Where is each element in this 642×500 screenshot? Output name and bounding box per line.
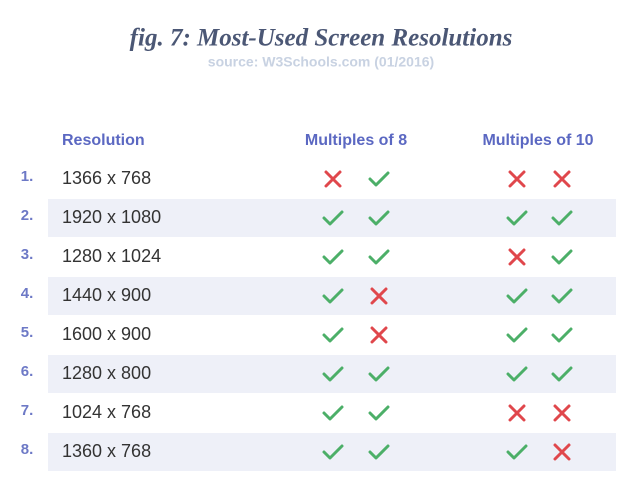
check-stroke [322, 366, 344, 382]
cross-stroke [508, 170, 526, 188]
check-stroke [368, 444, 390, 460]
check-stroke [368, 405, 390, 421]
resolution: 1366 x 768 [62, 168, 151, 188]
resolution: 1024 x 768 [62, 402, 151, 422]
check-icon [551, 249, 573, 265]
cross-stroke [508, 248, 526, 266]
check-icon [368, 366, 390, 382]
resolution: 1440 x 900 [62, 285, 151, 305]
rank: 1. [21, 168, 34, 185]
check-icon [368, 210, 390, 226]
cross-icon [370, 326, 388, 344]
check-icon [322, 210, 344, 226]
title: fig. 7: Most-Used Screen Resolutions [130, 25, 513, 52]
rank: 2. [21, 207, 34, 224]
check-stroke [506, 288, 528, 304]
check-icon [551, 210, 573, 226]
cross-icon [508, 170, 526, 188]
column-header: Multiples of 10 [482, 132, 593, 149]
check-icon [551, 327, 573, 343]
check-stroke [322, 288, 344, 304]
cross-stroke [324, 170, 342, 188]
rank: 5. [21, 324, 34, 341]
cross-stroke [553, 443, 571, 461]
source: source: W3Schools.com (01/2016) [208, 54, 434, 70]
check-icon [368, 405, 390, 421]
rank: 4. [21, 285, 34, 302]
check-stroke [322, 210, 344, 226]
cross-icon [553, 404, 571, 422]
check-stroke [551, 327, 573, 343]
check-icon [506, 327, 528, 343]
check-icon [506, 288, 528, 304]
check-stroke [551, 288, 573, 304]
check-stroke [368, 249, 390, 265]
check-stroke [551, 210, 573, 226]
check-stroke [322, 444, 344, 460]
cross-stroke [553, 170, 571, 188]
check-icon [368, 171, 390, 187]
cross-icon [508, 404, 526, 422]
rank: 3. [21, 246, 34, 263]
check-icon [506, 366, 528, 382]
column-header: Multiples of 8 [305, 132, 407, 149]
check-stroke [506, 444, 528, 460]
rank: 6. [21, 363, 34, 380]
check-icon [551, 288, 573, 304]
resolution: 1920 x 1080 [62, 207, 161, 227]
cross-icon [553, 443, 571, 461]
resolution: 1280 x 1024 [62, 246, 161, 266]
rank: 8. [21, 441, 34, 458]
check-icon [322, 249, 344, 265]
check-stroke [368, 171, 390, 187]
check-stroke [322, 249, 344, 265]
cross-stroke [553, 404, 571, 422]
check-stroke [506, 327, 528, 343]
check-icon [322, 327, 344, 343]
cross-icon [370, 287, 388, 305]
cross-stroke [370, 326, 388, 344]
cross-icon [324, 170, 342, 188]
check-icon [506, 444, 528, 460]
check-stroke [322, 405, 344, 421]
resolution: 1280 x 800 [62, 363, 151, 383]
check-stroke [322, 327, 344, 343]
cross-stroke [370, 287, 388, 305]
check-stroke [368, 366, 390, 382]
check-icon [551, 366, 573, 382]
resolution: 1600 x 900 [62, 324, 151, 344]
check-stroke [551, 366, 573, 382]
column-header: Resolution [62, 132, 145, 149]
check-stroke [506, 210, 528, 226]
check-icon [322, 366, 344, 382]
check-icon [368, 249, 390, 265]
cross-stroke [508, 404, 526, 422]
cross-icon [553, 170, 571, 188]
rank: 7. [21, 402, 34, 419]
check-icon [322, 288, 344, 304]
cross-icon [508, 248, 526, 266]
check-icon [322, 444, 344, 460]
check-icon [322, 405, 344, 421]
check-icon [506, 210, 528, 226]
check-stroke [551, 249, 573, 265]
check-stroke [506, 366, 528, 382]
resolution: 1360 x 768 [62, 441, 151, 461]
check-stroke [368, 210, 390, 226]
check-icon [368, 444, 390, 460]
